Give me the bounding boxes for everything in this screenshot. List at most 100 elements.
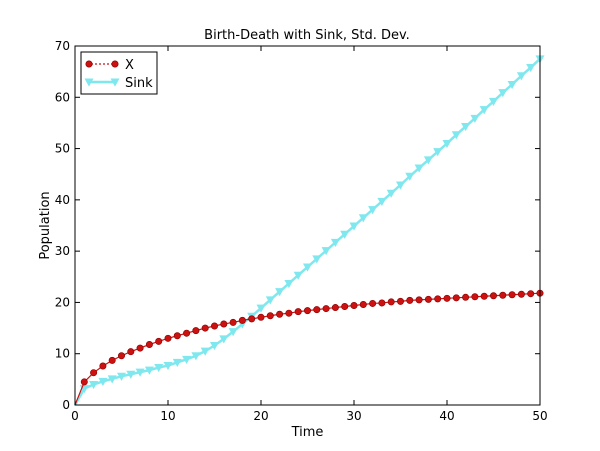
series-x-point bbox=[527, 290, 535, 298]
series-sink-point bbox=[182, 355, 192, 364]
series-sink-point bbox=[507, 80, 517, 90]
series-x-point bbox=[257, 313, 265, 321]
y-tick-label: 50 bbox=[55, 142, 70, 156]
series-x-point bbox=[480, 292, 488, 300]
series-sink-point bbox=[368, 206, 378, 215]
series-sink-point bbox=[209, 342, 220, 351]
legend-marker-x bbox=[111, 60, 119, 68]
series-x-point bbox=[350, 302, 358, 310]
series-x-point bbox=[164, 334, 172, 342]
series-sink-point bbox=[488, 97, 499, 107]
y-tick-label: 40 bbox=[55, 193, 70, 207]
series-sink-point bbox=[414, 164, 424, 173]
series-x-point bbox=[155, 337, 163, 345]
series-x-point bbox=[80, 378, 88, 386]
series-sink-point bbox=[423, 156, 433, 165]
series-x-point bbox=[331, 304, 339, 312]
series-sink-point bbox=[312, 255, 322, 264]
y-axis-label: Population bbox=[38, 191, 53, 259]
series-sink-point bbox=[358, 214, 368, 223]
series-x bbox=[74, 289, 544, 406]
series-sink-point bbox=[405, 172, 415, 181]
legend-item-x: X bbox=[85, 58, 134, 73]
series-sink-point bbox=[200, 347, 210, 356]
series-x-point bbox=[220, 320, 228, 328]
x-tick-label: 40 bbox=[439, 409, 454, 423]
series-sink-point bbox=[516, 72, 526, 81]
series-x-point bbox=[136, 344, 144, 352]
legend-label-x: X bbox=[125, 58, 134, 73]
series-x-point bbox=[211, 322, 219, 330]
series-x-point bbox=[201, 324, 209, 332]
series-x-point bbox=[99, 362, 107, 370]
y-tick-label: 20 bbox=[55, 295, 70, 309]
series-x-point bbox=[229, 318, 237, 326]
series-x-point bbox=[396, 297, 404, 305]
x-tick-label: 0 bbox=[71, 409, 79, 423]
series-sink-point bbox=[461, 123, 471, 132]
y-tick-label: 70 bbox=[55, 39, 70, 53]
legend-marker-sink bbox=[110, 78, 120, 87]
series-x-point bbox=[303, 307, 311, 315]
series-x-point bbox=[471, 293, 479, 301]
series-sink-point bbox=[256, 304, 266, 313]
series-x-point bbox=[443, 294, 451, 302]
series-x-point bbox=[285, 309, 293, 317]
series-sink-point bbox=[377, 197, 387, 207]
chart-title: Birth-Death with Sink, Std. Dev. bbox=[204, 28, 410, 43]
series-sink-point bbox=[330, 238, 340, 248]
series-x-point bbox=[508, 291, 516, 299]
series-x-point bbox=[313, 306, 321, 314]
series-x-point bbox=[90, 369, 98, 377]
series-sink-point bbox=[340, 230, 350, 239]
series-x-point bbox=[108, 356, 116, 364]
series-x-point bbox=[378, 299, 386, 307]
x-tick-label: 50 bbox=[532, 409, 547, 423]
series-x-point bbox=[517, 290, 525, 298]
series-sink-point bbox=[265, 296, 275, 305]
legend-item-sink: Sink bbox=[84, 76, 153, 91]
series-sink-point bbox=[442, 139, 452, 149]
y-tick-label: 60 bbox=[55, 90, 70, 104]
series-sink-point bbox=[228, 328, 238, 337]
series-x-point bbox=[359, 300, 367, 308]
series-sink-point bbox=[163, 362, 173, 371]
series-sink-point bbox=[275, 288, 285, 297]
series-x-point bbox=[452, 294, 460, 302]
series-x-point bbox=[415, 296, 423, 304]
series-layer bbox=[73, 55, 545, 406]
y-tick-label: 0 bbox=[62, 398, 70, 412]
series-sink-point bbox=[126, 370, 136, 379]
series-x-point bbox=[127, 348, 135, 356]
x-tick-label: 10 bbox=[160, 409, 175, 423]
legend-marker-x bbox=[85, 60, 93, 68]
series-x-point bbox=[424, 295, 432, 303]
series-sink-point bbox=[191, 352, 201, 361]
series-sink-point bbox=[293, 271, 303, 280]
series-x-point bbox=[434, 295, 442, 303]
series-x-point bbox=[387, 298, 395, 306]
series-sink-point bbox=[135, 368, 145, 377]
series-sink-point bbox=[526, 64, 536, 73]
series-x-point bbox=[322, 305, 330, 313]
series-sink-point bbox=[107, 375, 117, 384]
series-sink-point bbox=[219, 335, 229, 344]
series-sink-point bbox=[321, 247, 331, 256]
plot-frame bbox=[74, 45, 541, 406]
series-sink-point bbox=[172, 358, 182, 368]
series-sink-point bbox=[349, 222, 359, 231]
series-sink-line bbox=[73, 57, 541, 406]
series-x-point bbox=[489, 292, 497, 300]
series-sink-point bbox=[386, 189, 396, 198]
series-x-point bbox=[238, 316, 246, 324]
series-sink-point bbox=[89, 380, 99, 390]
series-sink-point bbox=[498, 89, 508, 98]
series-x-point bbox=[369, 299, 377, 307]
legend-marker-sink bbox=[84, 78, 94, 87]
series-x-point bbox=[192, 327, 200, 335]
series-sink-point bbox=[433, 148, 443, 157]
legend: X Sink bbox=[80, 51, 158, 95]
series-x-point bbox=[276, 310, 284, 318]
series-sink-point bbox=[98, 377, 108, 387]
